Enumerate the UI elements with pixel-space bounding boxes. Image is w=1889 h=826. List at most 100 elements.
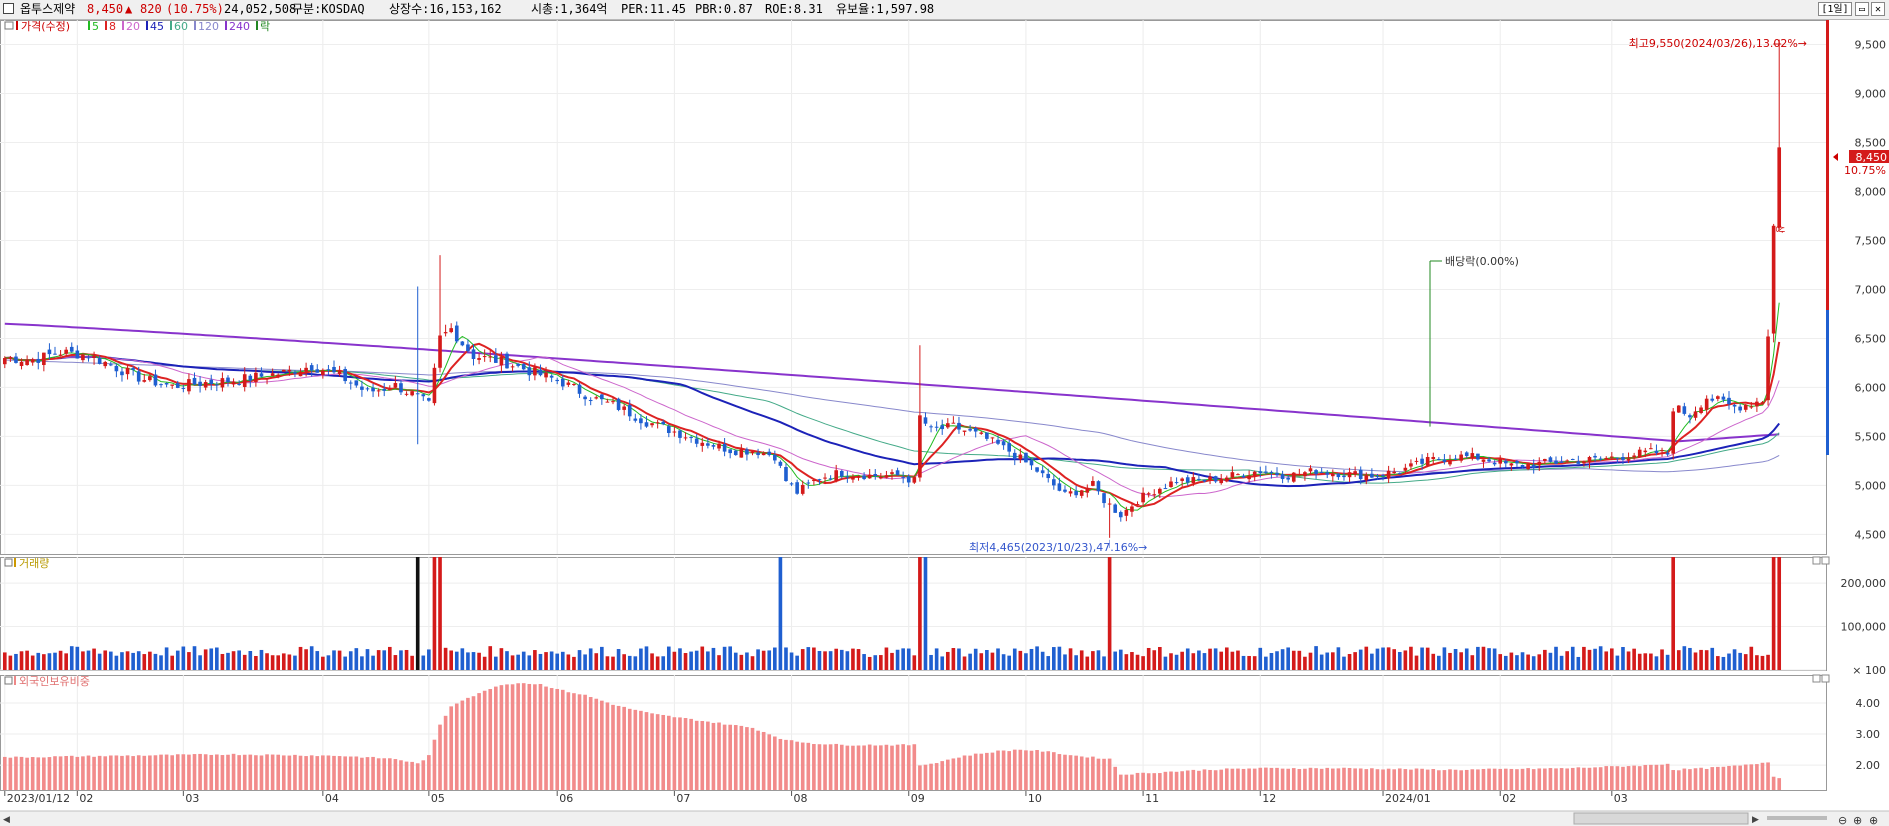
volume-bar bbox=[789, 652, 794, 670]
foreign-bar bbox=[1425, 769, 1430, 790]
restore-icon[interactable]: ▭ bbox=[1855, 2, 1869, 16]
foreign-bar bbox=[1476, 769, 1480, 790]
foreign-bar bbox=[376, 758, 381, 790]
foreign-bar bbox=[1297, 769, 1302, 790]
foreign-bar bbox=[1018, 749, 1023, 790]
volume-bar bbox=[1224, 647, 1229, 670]
volume-bar bbox=[1174, 654, 1179, 670]
close-icon[interactable]: ✕ bbox=[1871, 2, 1885, 16]
candle bbox=[443, 324, 448, 337]
volume-bar bbox=[1559, 655, 1564, 670]
candle bbox=[694, 434, 699, 448]
foreign-bar bbox=[834, 743, 839, 790]
candle bbox=[1442, 453, 1447, 465]
foreign-bar bbox=[555, 688, 560, 790]
volume-bar bbox=[120, 652, 124, 670]
candle bbox=[834, 464, 839, 483]
foreign-bar bbox=[1091, 756, 1095, 790]
volume-bar bbox=[443, 647, 448, 670]
volume-bar bbox=[494, 656, 498, 670]
candle bbox=[415, 286, 420, 445]
volume-bar bbox=[968, 653, 972, 670]
zoom-in-icon[interactable]: ⊕ bbox=[1853, 814, 1862, 826]
volume-bar bbox=[75, 646, 80, 670]
foreign-bar bbox=[304, 756, 308, 790]
candle bbox=[1420, 454, 1424, 470]
foreign-bar bbox=[1068, 755, 1073, 790]
x-tick-label: 12 bbox=[1262, 792, 1276, 805]
scroll-right-icon[interactable]: ▶ bbox=[1752, 815, 1759, 825]
foreign-bar bbox=[945, 759, 950, 790]
zoom-slider[interactable] bbox=[1767, 816, 1827, 820]
candle bbox=[265, 378, 269, 385]
foreign-bar bbox=[170, 755, 175, 790]
pane-controls[interactable] bbox=[1812, 556, 1830, 683]
candle bbox=[1503, 458, 1508, 468]
bottom-scrollbar[interactable]: ◀ ▶ ⊖ ⊕ ⊕ bbox=[0, 810, 1889, 826]
volume-bar bbox=[839, 649, 844, 670]
scroll-left-icon[interactable]: ◀ bbox=[3, 815, 10, 825]
candle bbox=[1531, 459, 1536, 474]
foreign-bar bbox=[1749, 764, 1754, 790]
foreign-bar bbox=[1213, 770, 1218, 790]
candle bbox=[477, 353, 481, 365]
candle bbox=[14, 352, 18, 364]
volume-bar bbox=[248, 651, 253, 670]
legend-ma-8: 8 bbox=[109, 20, 116, 33]
foreign-bar bbox=[371, 756, 375, 790]
foreign-bar bbox=[2, 756, 7, 790]
volume-bar bbox=[1565, 651, 1569, 670]
volume-bar bbox=[1107, 557, 1112, 670]
foreign-bar bbox=[795, 741, 799, 790]
foreign-bar bbox=[192, 754, 197, 790]
volume-bar bbox=[1492, 648, 1497, 670]
volume-bar bbox=[1554, 646, 1558, 670]
candle bbox=[1520, 464, 1525, 469]
volume-bar bbox=[175, 650, 180, 670]
zoom-fit-icon[interactable]: ⊕ bbox=[1869, 814, 1878, 826]
candle bbox=[533, 363, 537, 381]
zoom-out-icon[interactable]: ⊖ bbox=[1838, 814, 1847, 826]
foreign-bar bbox=[1777, 778, 1782, 790]
candle bbox=[812, 479, 816, 486]
period-button[interactable]: [1일] bbox=[1818, 2, 1852, 16]
volume-bar bbox=[466, 652, 470, 670]
volume-bar bbox=[1727, 653, 1731, 670]
foreign-bar bbox=[1548, 768, 1553, 790]
candle bbox=[1704, 395, 1709, 415]
candle bbox=[371, 383, 375, 398]
candle bbox=[1386, 465, 1391, 483]
foreign-bar bbox=[1716, 766, 1720, 790]
volume-bar bbox=[1068, 648, 1073, 670]
volume-bar bbox=[1169, 653, 1173, 670]
foreign-bar bbox=[1481, 768, 1486, 790]
candle bbox=[572, 383, 576, 387]
foreign-bar bbox=[131, 756, 135, 790]
volume-bar bbox=[773, 647, 777, 670]
candle bbox=[1264, 465, 1268, 475]
candle bbox=[1158, 487, 1162, 499]
volume-bar bbox=[136, 651, 141, 670]
volume-bar bbox=[918, 557, 922, 670]
header-checkbox[interactable] bbox=[3, 3, 14, 14]
foreign-bar bbox=[1520, 768, 1525, 790]
volume-bar bbox=[276, 655, 281, 670]
candle bbox=[1570, 458, 1575, 461]
volume-bar bbox=[1269, 653, 1274, 670]
x-tick-label: 10 bbox=[1028, 792, 1042, 805]
foreign-bar bbox=[64, 756, 68, 790]
candle bbox=[332, 360, 336, 374]
candle bbox=[1314, 469, 1318, 479]
candle bbox=[627, 399, 632, 421]
foreign-bar bbox=[789, 740, 794, 790]
foreign-bar bbox=[148, 755, 152, 790]
scroll-thumb[interactable] bbox=[1573, 812, 1749, 825]
volume-bar bbox=[627, 655, 632, 670]
volume-bar bbox=[449, 650, 453, 670]
x-tick-label: 05 bbox=[431, 792, 445, 805]
foreign-bar bbox=[1727, 765, 1731, 790]
volume-bar bbox=[812, 647, 816, 670]
legend-ma-marker bbox=[225, 21, 227, 30]
foreign-bar bbox=[1743, 764, 1748, 790]
